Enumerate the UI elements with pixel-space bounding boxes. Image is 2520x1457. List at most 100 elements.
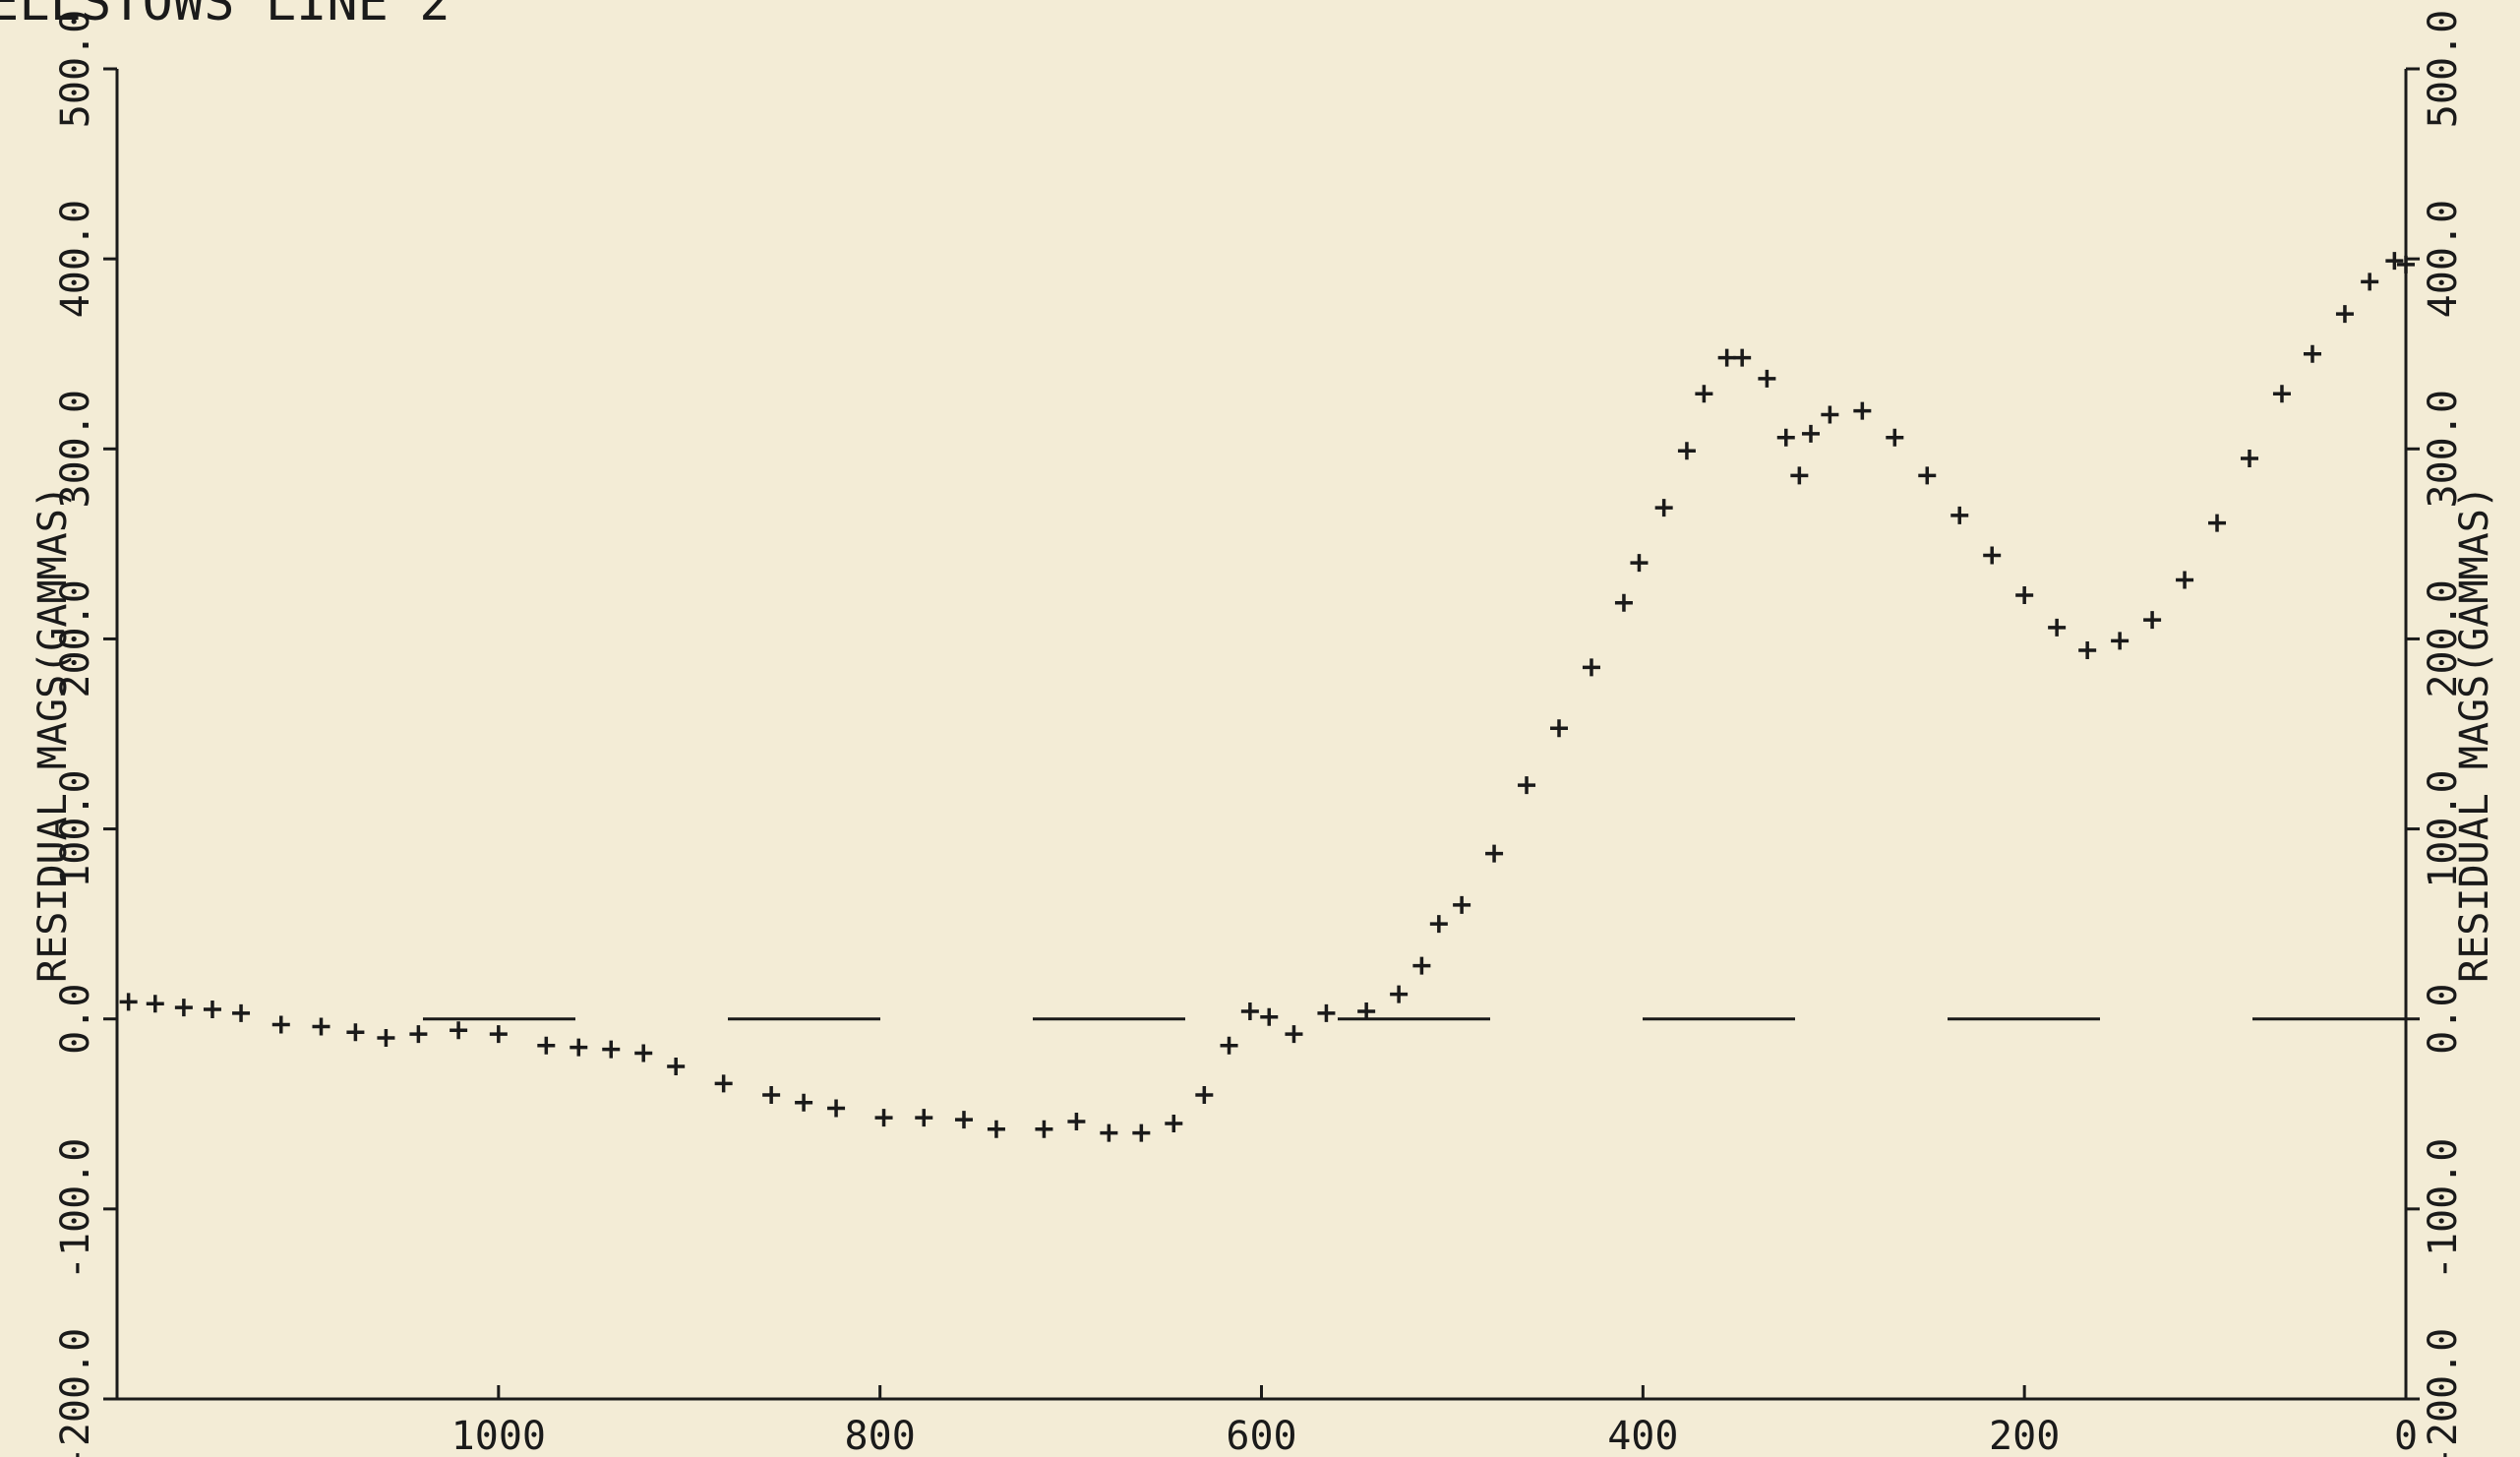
x-tick-label: 0 bbox=[2394, 1414, 2418, 1457]
data-point bbox=[1654, 499, 1673, 517]
data-point bbox=[174, 999, 193, 1017]
data-point bbox=[1582, 658, 1600, 677]
data-point bbox=[346, 1023, 365, 1042]
data-point bbox=[2176, 571, 2194, 589]
data-point bbox=[762, 1085, 781, 1104]
data-point bbox=[2240, 449, 2258, 467]
y2-tick-label: 500.0 bbox=[2421, 10, 2466, 128]
x-tick-label: 1000 bbox=[451, 1414, 546, 1457]
data-point bbox=[1518, 776, 1536, 795]
data-point bbox=[377, 1029, 395, 1048]
data-point bbox=[1950, 506, 1969, 524]
data-point bbox=[1983, 546, 2002, 565]
data-point bbox=[954, 1111, 973, 1129]
data-point bbox=[2143, 611, 2162, 630]
data-point bbox=[2048, 618, 2067, 637]
data-point bbox=[2111, 632, 2130, 650]
data-point bbox=[1733, 348, 1752, 367]
data-point bbox=[2361, 273, 2379, 291]
y2-tick-label: -200.0 bbox=[2421, 1328, 2466, 1457]
data-point bbox=[409, 1025, 428, 1044]
data-point bbox=[1240, 1002, 1259, 1020]
data-point bbox=[1317, 1003, 1336, 1022]
data-point bbox=[1285, 1025, 1303, 1044]
data-point bbox=[2208, 514, 2227, 532]
data-point bbox=[2303, 344, 2321, 363]
data-point bbox=[232, 1003, 251, 1022]
data-point bbox=[1220, 1036, 1238, 1055]
data-point bbox=[1453, 895, 1471, 914]
data-point bbox=[1412, 956, 1431, 975]
data-point bbox=[1821, 405, 1839, 424]
y2-tick-label: -100.0 bbox=[2421, 1138, 2466, 1281]
data-point bbox=[1717, 348, 1736, 367]
y-tick-label: 300.0 bbox=[53, 390, 98, 508]
data-point bbox=[489, 1025, 508, 1044]
x-tick-label: 600 bbox=[1226, 1414, 1296, 1457]
data-point bbox=[146, 995, 164, 1013]
data-point bbox=[1429, 915, 1448, 934]
data-point bbox=[915, 1109, 933, 1127]
y-tick-label: 200.0 bbox=[53, 579, 98, 698]
x-tick-label: 400 bbox=[1607, 1414, 1678, 1457]
data-point bbox=[795, 1093, 813, 1112]
data-point bbox=[1165, 1114, 1183, 1132]
x-tick-label: 800 bbox=[845, 1414, 916, 1457]
data-point bbox=[537, 1036, 556, 1055]
data-point bbox=[1758, 369, 1776, 388]
data-point bbox=[1195, 1085, 1214, 1104]
data-point bbox=[1790, 466, 1809, 485]
x-tick-label: 200 bbox=[1989, 1414, 2060, 1457]
data-point bbox=[714, 1074, 733, 1093]
data-point bbox=[2015, 586, 2034, 605]
data-point bbox=[1550, 719, 1569, 738]
data-point bbox=[271, 1015, 290, 1034]
data-point bbox=[203, 1001, 221, 1019]
data-point bbox=[570, 1038, 588, 1057]
data-point bbox=[1776, 428, 1795, 447]
data-point bbox=[1357, 1002, 1376, 1020]
data-point bbox=[450, 1021, 468, 1040]
data-point bbox=[1100, 1123, 1118, 1142]
data-point bbox=[1677, 442, 1696, 460]
data-point bbox=[987, 1120, 1005, 1138]
y-tick-label: 500.0 bbox=[53, 10, 98, 128]
y2-tick-label: 200.0 bbox=[2421, 579, 2466, 698]
data-point bbox=[874, 1109, 893, 1127]
y-tick-label: -200.0 bbox=[53, 1328, 98, 1457]
y-tick-label: 0.0 bbox=[53, 984, 98, 1055]
y2-axis-label: RESIDUAL MAGS(GAMMAS) bbox=[2452, 485, 2497, 983]
data-point bbox=[1853, 401, 1872, 420]
data-point bbox=[1067, 1113, 1086, 1131]
data-point bbox=[1801, 424, 1820, 443]
data-point bbox=[634, 1044, 653, 1062]
data-point bbox=[667, 1058, 686, 1075]
data-point bbox=[2335, 305, 2354, 324]
data-point bbox=[1695, 385, 1713, 403]
y-tick-label: 400.0 bbox=[53, 200, 98, 318]
data-point bbox=[1614, 593, 1633, 612]
y2-tick-label: 0.0 bbox=[2421, 984, 2466, 1055]
data-point bbox=[119, 993, 138, 1011]
data-point bbox=[1390, 985, 1409, 1003]
data-point bbox=[827, 1099, 846, 1118]
y-tick-label: 100.0 bbox=[53, 769, 98, 887]
y2-tick-label: 100.0 bbox=[2421, 769, 2466, 887]
data-point bbox=[2385, 252, 2404, 271]
y-tick-label: -100.0 bbox=[53, 1138, 98, 1281]
data-point bbox=[1260, 1007, 1279, 1026]
data-point bbox=[2272, 385, 2291, 403]
chart-title: ELLSTOWS LINE 2 bbox=[0, 0, 450, 32]
data-point bbox=[602, 1040, 621, 1059]
data-point bbox=[1918, 466, 1937, 485]
data-point bbox=[2078, 641, 2097, 660]
y2-tick-label: 300.0 bbox=[2421, 390, 2466, 508]
data-point bbox=[1630, 554, 1649, 573]
data-point bbox=[1132, 1123, 1151, 1142]
data-point bbox=[1485, 844, 1504, 863]
data-point bbox=[1035, 1120, 1053, 1138]
data-point bbox=[1886, 428, 1904, 447]
data-point bbox=[2397, 255, 2415, 273]
